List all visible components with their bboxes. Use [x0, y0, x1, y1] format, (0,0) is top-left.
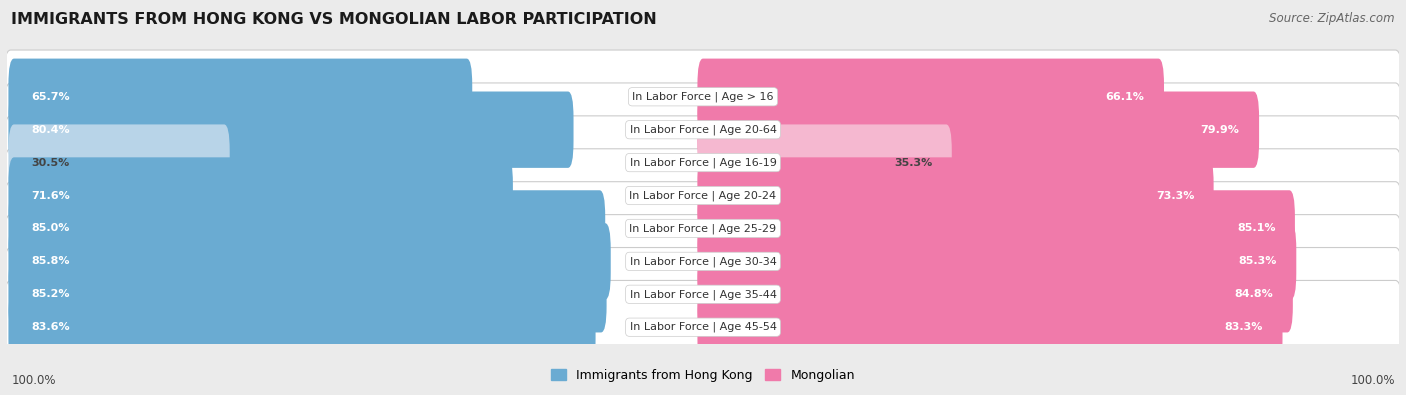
Text: In Labor Force | Age 20-64: In Labor Force | Age 20-64: [630, 124, 776, 135]
FancyBboxPatch shape: [4, 214, 1402, 308]
FancyBboxPatch shape: [8, 124, 229, 201]
Text: 80.4%: 80.4%: [31, 125, 70, 135]
Text: Source: ZipAtlas.com: Source: ZipAtlas.com: [1270, 12, 1395, 25]
Text: 85.0%: 85.0%: [31, 224, 70, 233]
Text: In Labor Force | Age > 16: In Labor Force | Age > 16: [633, 92, 773, 102]
FancyBboxPatch shape: [697, 124, 952, 201]
FancyBboxPatch shape: [697, 223, 1296, 299]
Text: 65.7%: 65.7%: [31, 92, 70, 102]
FancyBboxPatch shape: [4, 149, 1402, 242]
FancyBboxPatch shape: [4, 280, 1402, 374]
Text: 85.1%: 85.1%: [1237, 224, 1275, 233]
Text: In Labor Force | Age 16-19: In Labor Force | Age 16-19: [630, 157, 776, 168]
FancyBboxPatch shape: [697, 256, 1294, 333]
Text: 35.3%: 35.3%: [894, 158, 932, 167]
Text: In Labor Force | Age 20-24: In Labor Force | Age 20-24: [630, 190, 776, 201]
FancyBboxPatch shape: [4, 50, 1402, 143]
FancyBboxPatch shape: [697, 157, 1213, 234]
FancyBboxPatch shape: [697, 190, 1295, 267]
Text: 30.5%: 30.5%: [31, 158, 70, 167]
Text: 66.1%: 66.1%: [1105, 92, 1144, 102]
FancyBboxPatch shape: [8, 190, 605, 267]
Text: 79.9%: 79.9%: [1201, 125, 1240, 135]
FancyBboxPatch shape: [8, 289, 596, 365]
Text: 83.3%: 83.3%: [1225, 322, 1263, 332]
Text: 71.6%: 71.6%: [31, 190, 70, 201]
Text: 84.8%: 84.8%: [1234, 289, 1274, 299]
FancyBboxPatch shape: [8, 58, 472, 135]
Text: IMMIGRANTS FROM HONG KONG VS MONGOLIAN LABOR PARTICIPATION: IMMIGRANTS FROM HONG KONG VS MONGOLIAN L…: [11, 12, 657, 27]
FancyBboxPatch shape: [4, 182, 1402, 275]
FancyBboxPatch shape: [8, 223, 610, 299]
FancyBboxPatch shape: [4, 116, 1402, 209]
FancyBboxPatch shape: [697, 92, 1260, 168]
FancyBboxPatch shape: [8, 157, 513, 234]
Text: 73.3%: 73.3%: [1156, 190, 1194, 201]
FancyBboxPatch shape: [8, 256, 606, 333]
Text: In Labor Force | Age 25-29: In Labor Force | Age 25-29: [630, 223, 776, 234]
Text: 100.0%: 100.0%: [1350, 374, 1395, 387]
Text: 83.6%: 83.6%: [31, 322, 70, 332]
FancyBboxPatch shape: [697, 289, 1282, 365]
Text: In Labor Force | Age 45-54: In Labor Force | Age 45-54: [630, 322, 776, 333]
FancyBboxPatch shape: [4, 248, 1402, 341]
Text: 85.2%: 85.2%: [31, 289, 70, 299]
Text: 100.0%: 100.0%: [11, 374, 56, 387]
Text: In Labor Force | Age 30-34: In Labor Force | Age 30-34: [630, 256, 776, 267]
Text: 85.3%: 85.3%: [1239, 256, 1277, 266]
Text: In Labor Force | Age 35-44: In Labor Force | Age 35-44: [630, 289, 776, 299]
Text: 85.8%: 85.8%: [31, 256, 70, 266]
FancyBboxPatch shape: [697, 58, 1164, 135]
FancyBboxPatch shape: [8, 92, 574, 168]
Legend: Immigrants from Hong Kong, Mongolian: Immigrants from Hong Kong, Mongolian: [551, 369, 855, 382]
FancyBboxPatch shape: [4, 83, 1402, 177]
